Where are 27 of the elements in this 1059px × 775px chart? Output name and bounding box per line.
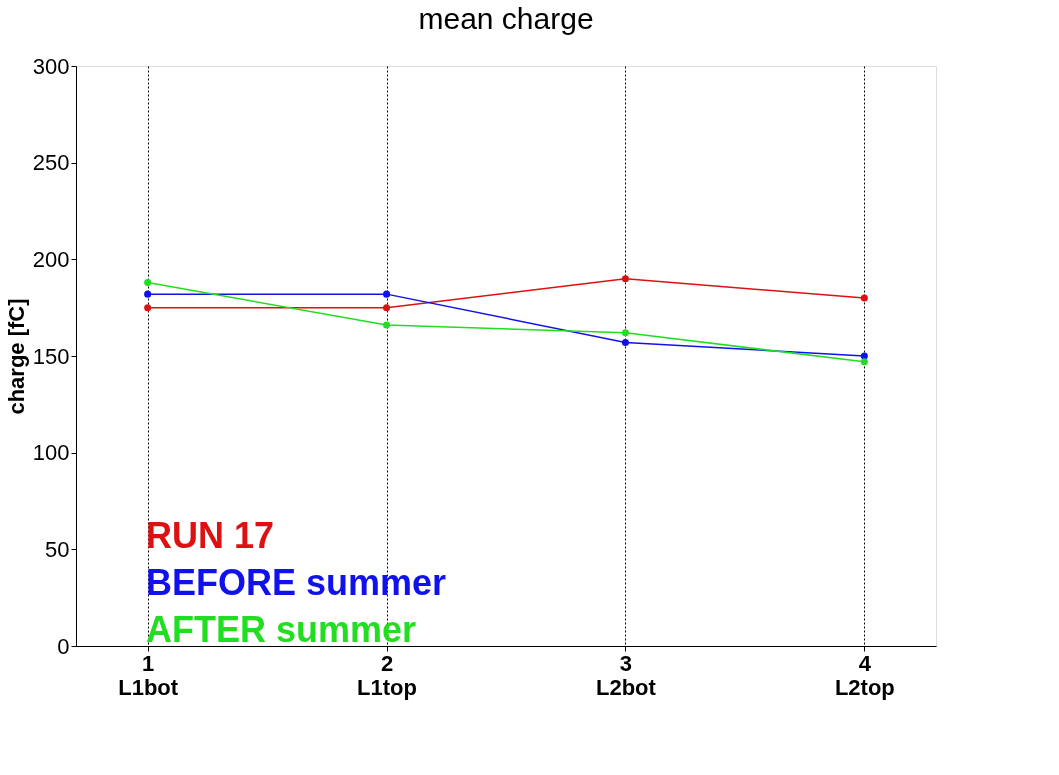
point	[383, 290, 391, 298]
point	[860, 358, 868, 366]
x-tick-label: 1 L1bot	[118, 650, 179, 700]
point	[144, 279, 152, 287]
text: RUN 17	[146, 515, 275, 556]
y-tick-label: 50	[45, 536, 70, 562]
y-tick-label: 250	[32, 150, 70, 176]
point	[383, 304, 391, 312]
text: AFTER summer	[146, 609, 417, 650]
point	[144, 304, 152, 312]
y-axis-title: charge [fC]	[3, 298, 29, 415]
y-tick-label: 200	[32, 246, 70, 272]
point	[621, 275, 629, 283]
y-tick-label: 100	[32, 440, 70, 466]
chart-title: mean charge	[418, 2, 594, 35]
y-tick-label: 150	[32, 343, 70, 369]
point	[144, 290, 152, 298]
y-tick-label: 0	[57, 633, 70, 659]
point	[621, 338, 629, 346]
y-tick-label: 300	[32, 53, 70, 79]
x-tick-label: 2 L1top	[357, 650, 417, 700]
point	[860, 294, 868, 302]
x-tick-label: 4 L2top	[834, 650, 895, 700]
point	[383, 321, 391, 329]
x-tick-label: 3 L2bot	[596, 650, 657, 700]
text: BEFORE summer	[146, 562, 447, 603]
point	[621, 329, 629, 337]
